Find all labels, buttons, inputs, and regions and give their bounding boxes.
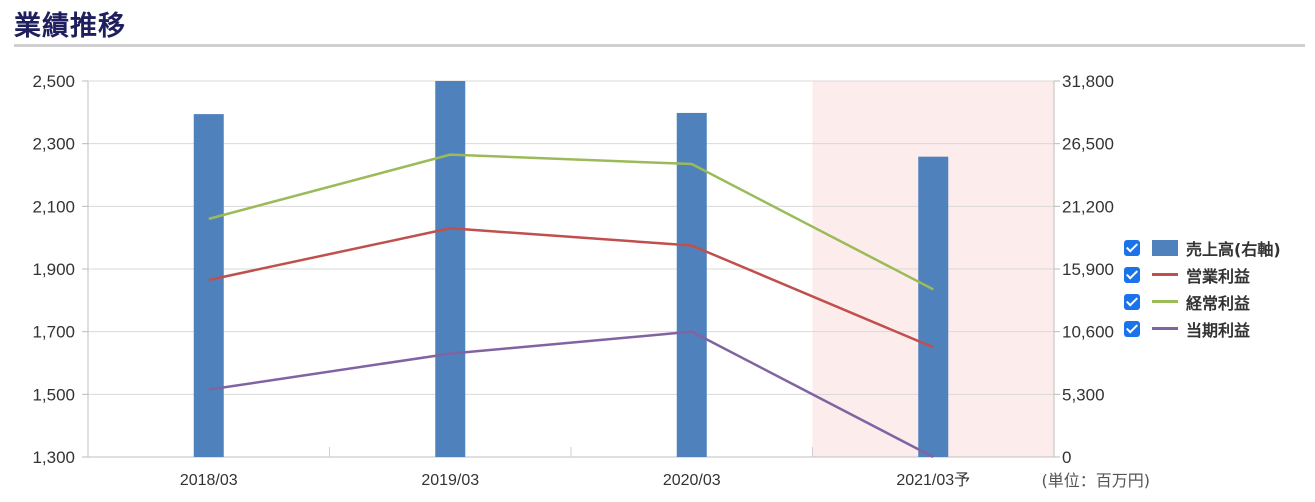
legend-checkbox[interactable]: [1124, 293, 1140, 310]
y-right-tick-label: 31,800: [1062, 72, 1114, 91]
page-title: 業績推移: [14, 11, 126, 42]
y-right-tick-label: 0: [1062, 448, 1071, 467]
y-right-tick-label: 15,900: [1062, 260, 1114, 279]
x-tick-label: 2021/03予: [896, 471, 970, 489]
title-divider: [14, 44, 1305, 47]
y-right-tick-label: 10,600: [1062, 323, 1114, 342]
y-left-tick-label: 1,500: [32, 385, 75, 404]
legend-item[interactable]: 経常利益: [1124, 288, 1314, 315]
x-tick-label: 2020/03: [663, 472, 721, 489]
legend-checkbox[interactable]: [1124, 320, 1140, 337]
series-line-経常利益: [208, 153, 934, 291]
legend-item[interactable]: 営業利益: [1124, 261, 1314, 288]
legend-checkbox[interactable]: [1124, 239, 1140, 256]
bar-sales: [193, 114, 224, 457]
series-line-営業利益: [208, 227, 934, 349]
legend-item[interactable]: 売上高(右軸): [1124, 234, 1314, 261]
legend-label: 経常利益: [1186, 293, 1251, 313]
unit-label: (単位：百万円): [1042, 471, 1151, 490]
legend-label: 営業利益: [1186, 266, 1251, 286]
y-right-tick-label: 5,300: [1062, 385, 1105, 404]
y-right-tick-label: 26,500: [1062, 135, 1114, 154]
series-line-当期利益: [208, 330, 934, 459]
y-left-tick-label: 2,300: [32, 135, 75, 154]
legend-bar-swatch: [1152, 239, 1178, 256]
y-left-tick-label: 2,100: [32, 197, 75, 216]
legend-item[interactable]: 当期利益: [1124, 315, 1314, 342]
chart-legend: 売上高(右軸) 営業利益経常利益当期利益: [1124, 234, 1314, 342]
y-left-tick-label: 1,700: [32, 323, 75, 342]
y-right-tick-label: 21,200: [1062, 197, 1114, 216]
x-tick-label: 2018/03: [180, 472, 238, 489]
y-left-tick-label: 1,900: [32, 260, 75, 279]
bar-sales: [918, 156, 949, 457]
y-left-tick-label: 1,300: [32, 448, 75, 467]
bar-sales: [435, 81, 466, 457]
y-left-tick-label: 2,500: [32, 72, 75, 91]
legend-label: 当期利益: [1186, 320, 1251, 340]
legend-line-swatch: [1152, 327, 1178, 330]
x-tick-label: 2019/03: [421, 472, 479, 489]
legend-line-swatch: [1152, 300, 1178, 303]
legend-checkbox[interactable]: [1124, 266, 1140, 283]
legend-label: 売上高(右軸): [1186, 239, 1281, 259]
legend-line-swatch: [1152, 273, 1178, 276]
